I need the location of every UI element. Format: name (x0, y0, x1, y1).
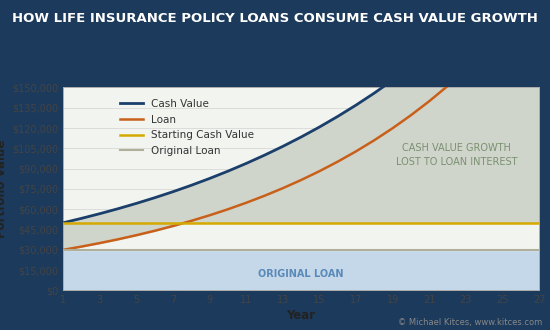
Text: CASH VALUE GROWTH
LOST TO LOAN INTEREST: CASH VALUE GROWTH LOST TO LOAN INTEREST (396, 143, 518, 167)
Text: HOW LIFE INSURANCE POLICY LOANS CONSUME CASH VALUE GROWTH: HOW LIFE INSURANCE POLICY LOANS CONSUME … (12, 12, 538, 24)
Y-axis label: Portfolio Value: Portfolio Value (0, 140, 8, 238)
X-axis label: Year: Year (287, 310, 316, 322)
Text: ORIGINAL LOAN: ORIGINAL LOAN (258, 269, 344, 279)
Text: © Michael Kitces, www.kitces.com: © Michael Kitces, www.kitces.com (398, 318, 542, 327)
Legend: Cash Value, Loan, Starting Cash Value, Original Loan: Cash Value, Loan, Starting Cash Value, O… (116, 95, 258, 160)
